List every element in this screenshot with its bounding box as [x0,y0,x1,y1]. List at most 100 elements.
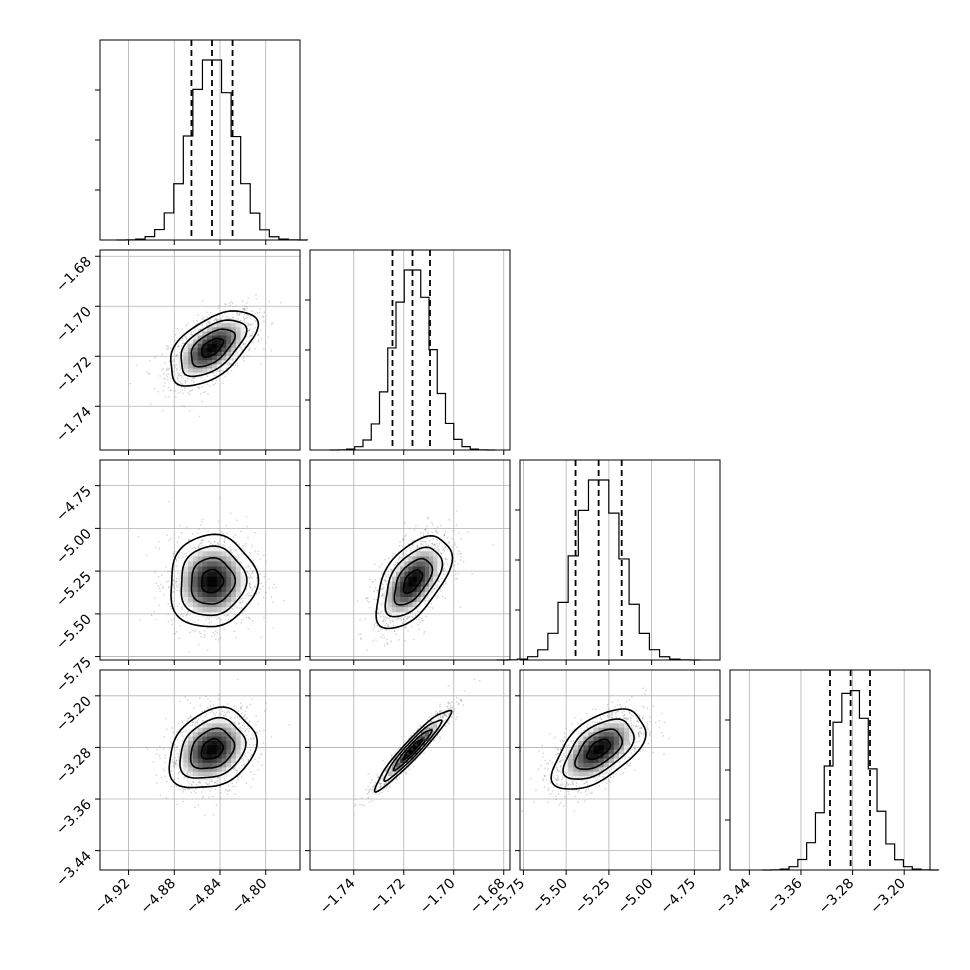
density-cell [197,550,203,557]
sample-point [217,543,219,545]
density-cell [408,581,413,587]
sample-point [250,324,252,326]
sample-point [193,790,195,792]
sample-point [364,618,367,620]
sample-point [149,360,151,362]
sample-point [159,590,161,592]
sample-point [246,728,248,730]
sample-point [209,321,212,323]
sample-point [181,328,183,330]
sample-point [176,586,179,588]
sample-point [458,550,460,552]
density-cell [221,601,227,608]
sample-point [242,547,244,549]
sample-point [249,347,251,349]
sample-point [246,355,249,357]
sample-point [263,616,265,619]
sample-point [405,617,408,620]
sample-point [212,711,214,713]
panel-content [100,670,300,870]
sample-point [187,777,189,779]
sample-point [262,742,265,744]
sample-point [254,743,257,746]
sample-point [217,777,220,779]
sample-point [440,553,443,555]
sample-point [251,570,254,573]
sample-point [234,549,236,552]
sample-point [206,316,208,318]
sample-point [194,792,197,794]
sample-point [436,546,439,548]
density-cell [404,586,409,592]
density-cell [188,561,194,567]
sample-point [405,622,407,624]
sample-point [424,603,426,605]
density-cell [424,555,430,562]
sample-point [387,625,390,628]
sample-point [177,346,179,348]
sample-point [438,542,441,545]
sample-point [226,363,229,365]
sample-point [176,803,178,805]
sample-point [399,541,401,543]
density-cell [226,322,232,328]
sample-point [398,544,401,547]
sample-point [246,302,248,304]
sample-point [236,556,238,559]
sample-point [243,765,246,767]
sample-point [459,552,462,555]
sample-point [238,774,241,776]
sample-point [247,322,249,325]
density-cell [404,571,409,577]
density-cell [207,326,213,332]
sample-point [167,378,169,381]
sample-point [249,584,251,586]
sample-point [186,602,189,605]
density-cell [192,591,199,597]
sample-point [196,334,199,336]
sample-point [384,572,386,575]
sample-point [460,559,462,561]
sample-point [248,572,250,575]
sample-point [208,781,211,783]
sample-point [381,592,384,595]
contour-line [375,534,454,630]
sample-point [175,580,177,582]
sample-point [444,567,446,569]
sample-point [174,390,176,392]
sample-point [179,625,181,627]
sample-point [245,616,248,619]
sample-point [216,319,218,321]
sample-point [437,548,440,550]
sample-point [194,376,196,379]
sample-point [220,318,222,321]
sample-point [214,630,217,632]
sample-point [175,369,178,371]
density-cell [207,359,213,365]
sample-point [441,569,444,571]
sample-point [252,737,254,739]
sample-point [400,616,403,619]
density-cell [188,571,194,577]
density-cell [207,606,213,613]
density-cell [433,555,438,562]
sample-point [443,570,445,572]
sample-point [436,539,438,541]
sample-point [247,628,249,630]
sample-point [155,618,158,621]
sample-point [187,322,189,325]
sample-point [451,537,453,540]
sample-point [424,597,427,599]
sample-point [236,312,238,314]
sample-point [207,530,209,533]
sample-point [154,356,156,359]
sample-point [249,574,251,577]
density-cell [202,545,208,552]
y-tick-label: −1.68 [53,254,95,296]
sample-point [169,367,171,370]
sample-point [173,586,175,588]
density-cell [420,545,426,552]
sample-point [183,374,186,377]
sample-point [164,378,166,380]
sample-point [210,780,213,783]
